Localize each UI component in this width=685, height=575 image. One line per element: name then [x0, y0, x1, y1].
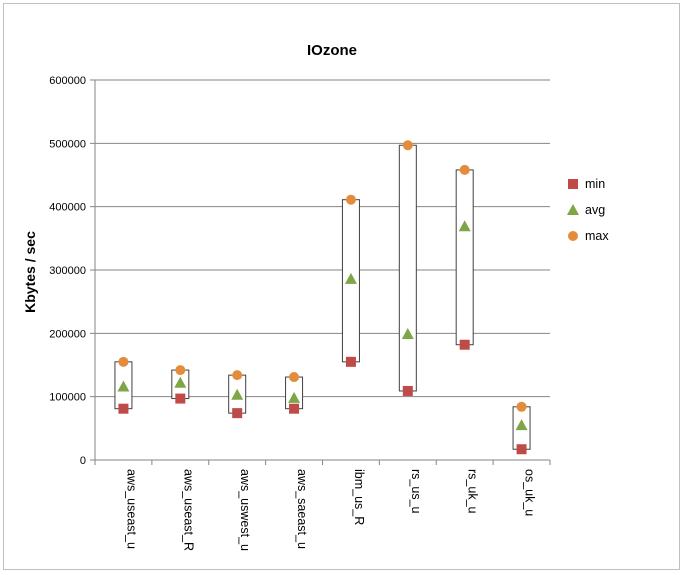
x-category-label: rs_us_u [409, 469, 423, 514]
min-marker [459, 339, 470, 350]
avg-marker [231, 388, 244, 400]
range-box [455, 169, 474, 346]
y-tick-label: 400000 [49, 202, 86, 214]
x-category-label: aws_uswest_u [238, 469, 252, 551]
min-marker [402, 385, 413, 396]
min-marker [232, 408, 243, 419]
range-boxes [114, 144, 531, 450]
max-marker [289, 372, 300, 383]
avg-marker [174, 376, 187, 388]
y-tick-label: 200000 [49, 328, 86, 340]
max-marker [345, 194, 356, 205]
chart-frame: IOzone Kbytes / sec 0 100000 200000 300000 4… [3, 3, 680, 570]
legend-min-label: min [585, 177, 605, 191]
avg-marker [515, 419, 528, 431]
x-category-label: rs_uk_u [466, 469, 480, 514]
x-category-label: os_uk_u [523, 469, 537, 516]
x-category-label: ibm_us_R [352, 469, 366, 525]
min-marker [345, 356, 356, 367]
y-tick-label: 600000 [49, 75, 86, 87]
y-tick-label: 300000 [49, 265, 86, 277]
avg-marker [458, 220, 471, 232]
min-marker [175, 393, 186, 404]
y-tick-label: 0 [80, 455, 86, 467]
data-markers [117, 140, 528, 455]
x-category-label: aws_saeast_u [295, 469, 309, 549]
gridlines [95, 79, 550, 398]
avg-marker [344, 272, 357, 284]
max-marker [232, 370, 243, 381]
min-marker [118, 403, 129, 414]
avg-marker [288, 391, 301, 403]
y-tick-label: 100000 [49, 392, 86, 404]
x-category-label: aws_useast_R [181, 469, 195, 551]
min-marker [289, 403, 300, 414]
max-marker [118, 356, 129, 367]
max-marker [516, 401, 527, 412]
legend-avg-label: avg [585, 203, 605, 217]
max-marker [175, 365, 186, 376]
legend-max-label: max [585, 229, 609, 243]
max-marker [459, 164, 470, 175]
y-axis-ticks: 0 100000 200000 300000 400000 500000 600000 [49, 75, 95, 467]
legend-max-marker [568, 231, 578, 241]
legend: min avg max [567, 177, 609, 243]
avg-marker [117, 380, 130, 392]
range-box [398, 144, 417, 392]
avg-marker [401, 327, 414, 339]
legend-min-marker [568, 179, 578, 189]
x-axis-labels: aws_useast_u aws_useast_R aws_uswest_u aws_… [124, 469, 536, 551]
y-tick-label: 500000 [49, 138, 86, 150]
max-marker [402, 140, 413, 151]
legend-avg-marker [567, 204, 579, 215]
x-category-label: aws_useast_u [124, 469, 138, 549]
y-axis-label: Kbytes / sec [22, 231, 38, 313]
min-marker [516, 444, 527, 455]
iozone-chart: IOzone Kbytes / sec 0 100000 200000 300000 4… [22, 42, 609, 551]
chart-title: IOzone [307, 42, 357, 59]
axes [94, 80, 551, 465]
